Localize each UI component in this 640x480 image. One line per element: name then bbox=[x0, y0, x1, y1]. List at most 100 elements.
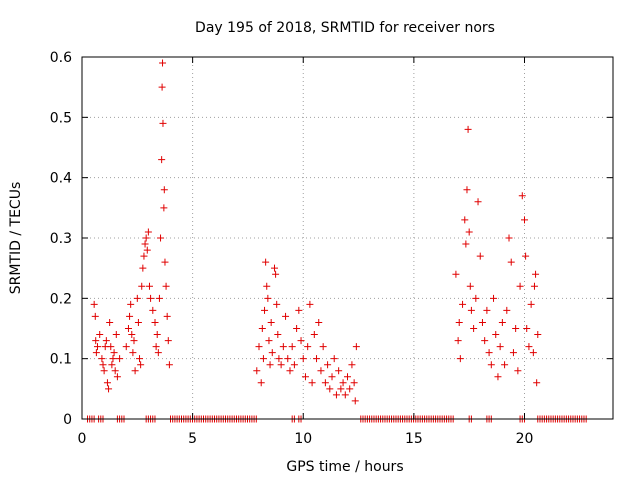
data-point bbox=[128, 331, 136, 339]
data-point bbox=[130, 337, 138, 345]
data-point bbox=[152, 343, 160, 351]
data-point bbox=[503, 306, 511, 314]
data-point bbox=[111, 367, 119, 375]
data-point bbox=[98, 355, 106, 363]
data-point bbox=[466, 282, 474, 290]
data-point bbox=[512, 325, 520, 332]
data-point bbox=[277, 361, 285, 369]
data-point bbox=[304, 343, 312, 351]
data-point bbox=[455, 318, 463, 326]
data-point bbox=[131, 367, 139, 375]
x-tick-label: 15 bbox=[405, 431, 423, 447]
data-point bbox=[153, 331, 161, 339]
data-point bbox=[107, 343, 115, 351]
data-point bbox=[328, 373, 336, 381]
data-point bbox=[154, 349, 162, 357]
data-point bbox=[456, 355, 464, 363]
data-point bbox=[481, 337, 489, 345]
data-point bbox=[110, 349, 118, 357]
data-point bbox=[134, 318, 142, 326]
data-point bbox=[341, 391, 349, 399]
data-point bbox=[257, 379, 265, 387]
x-tick-label: 10 bbox=[294, 431, 312, 447]
data-point bbox=[116, 355, 124, 363]
data-point bbox=[266, 361, 274, 369]
data-point bbox=[129, 349, 137, 357]
data-point bbox=[348, 361, 356, 369]
grid-lines bbox=[82, 57, 613, 419]
data-point bbox=[344, 373, 351, 381]
axis-ticks: 0 5 10 15 20 0 0.1 0.2 0.3 0.4 0.5 0.6 bbox=[50, 50, 613, 447]
data-point bbox=[274, 331, 282, 339]
data-point bbox=[99, 361, 107, 369]
data-point bbox=[113, 373, 121, 381]
data-point bbox=[127, 300, 135, 308]
data-point bbox=[92, 337, 100, 345]
data-point bbox=[122, 343, 130, 351]
data-point bbox=[273, 300, 281, 308]
data-point bbox=[527, 300, 535, 308]
data-point bbox=[286, 367, 294, 375]
data-point bbox=[326, 385, 334, 393]
data-point bbox=[109, 355, 117, 363]
data-point bbox=[103, 379, 111, 387]
data-point bbox=[330, 355, 338, 363]
data-point bbox=[301, 373, 309, 381]
data-point bbox=[530, 282, 538, 290]
data-point bbox=[139, 264, 147, 272]
data-point bbox=[521, 216, 528, 224]
data-point bbox=[490, 294, 498, 302]
y-tick-label: 0.4 bbox=[50, 171, 72, 187]
data-point bbox=[464, 125, 472, 133]
data-point bbox=[452, 270, 460, 278]
data-point bbox=[529, 349, 537, 357]
data-point bbox=[470, 325, 478, 332]
data-point bbox=[492, 331, 500, 339]
data-point bbox=[160, 186, 168, 194]
data-point bbox=[505, 234, 513, 242]
data-point bbox=[332, 391, 340, 399]
x-tick-label: 5 bbox=[188, 431, 197, 447]
data-point bbox=[284, 355, 292, 363]
data-point bbox=[346, 385, 354, 393]
data-point bbox=[158, 83, 166, 91]
y-tick-label: 0.6 bbox=[50, 50, 72, 66]
data-point bbox=[324, 361, 332, 369]
data-point bbox=[133, 294, 141, 302]
data-point bbox=[162, 282, 170, 290]
data-point bbox=[306, 300, 314, 308]
data-point bbox=[158, 156, 166, 164]
chart-title: Day 195 of 2018, SRMTID for receiver nor… bbox=[195, 20, 495, 36]
data-point bbox=[259, 355, 267, 363]
data-point bbox=[261, 306, 269, 314]
data-point bbox=[145, 282, 153, 290]
data-point bbox=[350, 379, 358, 387]
data-point bbox=[138, 282, 146, 290]
data-point bbox=[126, 312, 134, 320]
data-point bbox=[319, 343, 327, 351]
data-point bbox=[459, 300, 467, 308]
y-axis-label: SRMTID / TECUs bbox=[8, 182, 24, 295]
data-point bbox=[310, 331, 318, 339]
data-point bbox=[108, 361, 116, 369]
data-point bbox=[100, 367, 108, 375]
x-axis-label: GPS time / hours bbox=[286, 459, 403, 475]
data-point bbox=[105, 385, 113, 393]
data-point bbox=[478, 318, 486, 326]
data-point bbox=[494, 373, 502, 381]
data-point bbox=[124, 325, 132, 332]
data-point bbox=[164, 337, 172, 345]
data-point bbox=[308, 379, 316, 387]
data-point bbox=[264, 294, 272, 302]
data-point bbox=[159, 119, 167, 127]
data-point bbox=[279, 343, 287, 351]
data-point bbox=[160, 204, 168, 212]
data-point bbox=[485, 349, 493, 357]
data-point bbox=[136, 355, 144, 363]
data-point bbox=[142, 234, 150, 242]
data-point bbox=[487, 361, 495, 369]
data-point bbox=[317, 367, 325, 375]
data-point bbox=[159, 59, 167, 67]
data-point bbox=[293, 325, 301, 332]
